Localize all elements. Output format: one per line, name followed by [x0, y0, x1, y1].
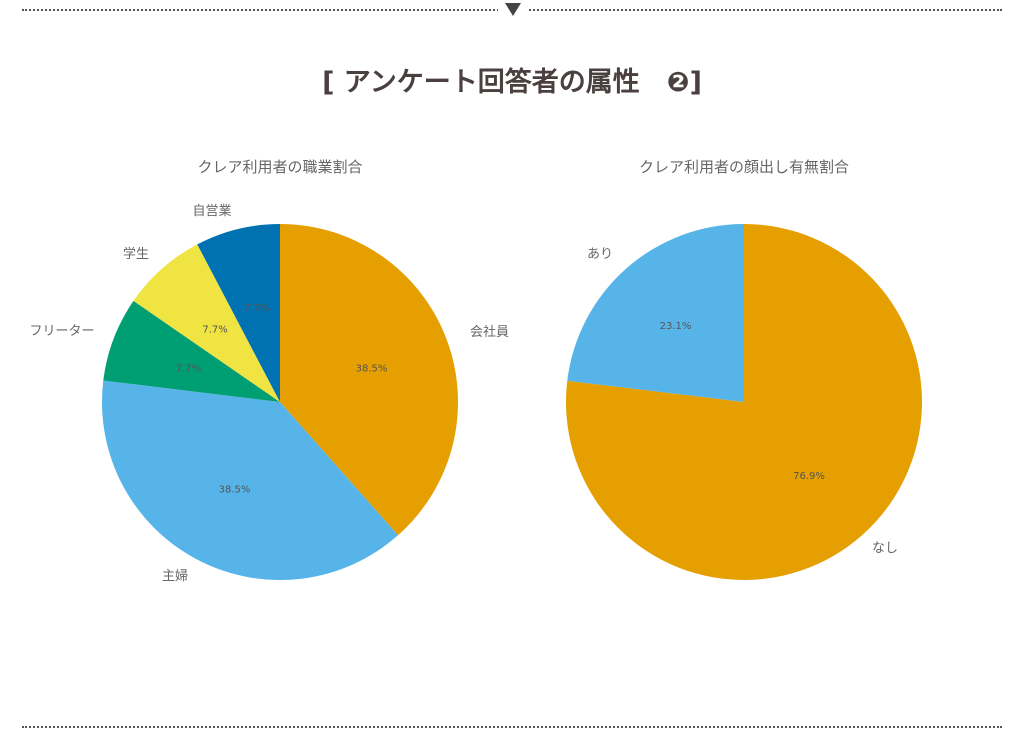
slice-category-label: フリーター [29, 324, 94, 339]
slice-percent-label: 7.7% [202, 325, 227, 336]
down-triangle-icon [505, 3, 521, 16]
pie-slice [133, 244, 280, 402]
bottom-divider [22, 726, 1002, 728]
slice-percent-label: 7.7% [244, 303, 269, 314]
slice-percent-label: 76.9% [793, 471, 825, 482]
pie-slice [102, 380, 399, 580]
slice-category-label: なし [872, 541, 898, 556]
chart-title-face: クレア利用者の顔出し有無割合 [639, 158, 849, 176]
slice-category-label: 会社員 [470, 324, 509, 340]
slice-percent-label: 38.5% [356, 363, 388, 374]
pie-slice [280, 224, 458, 536]
slice-percent-label: 23.1% [660, 321, 692, 332]
pie-slice [103, 300, 280, 402]
slice-category-label: 学生 [123, 246, 149, 262]
pie-slice [197, 224, 280, 402]
slice-category-label: 自営業 [192, 203, 231, 219]
slice-category-label: あり [587, 247, 613, 262]
slice-percent-label: 7.7% [176, 363, 201, 374]
slice-percent-label: 38.5% [219, 485, 251, 496]
slice-category-label: 主婦 [162, 568, 188, 584]
chart-title-occupation: クレア利用者の職業割合 [197, 158, 362, 176]
pie-slice [567, 224, 744, 402]
page-title: [ アンケート回答者の属性 ❷] [322, 67, 702, 98]
